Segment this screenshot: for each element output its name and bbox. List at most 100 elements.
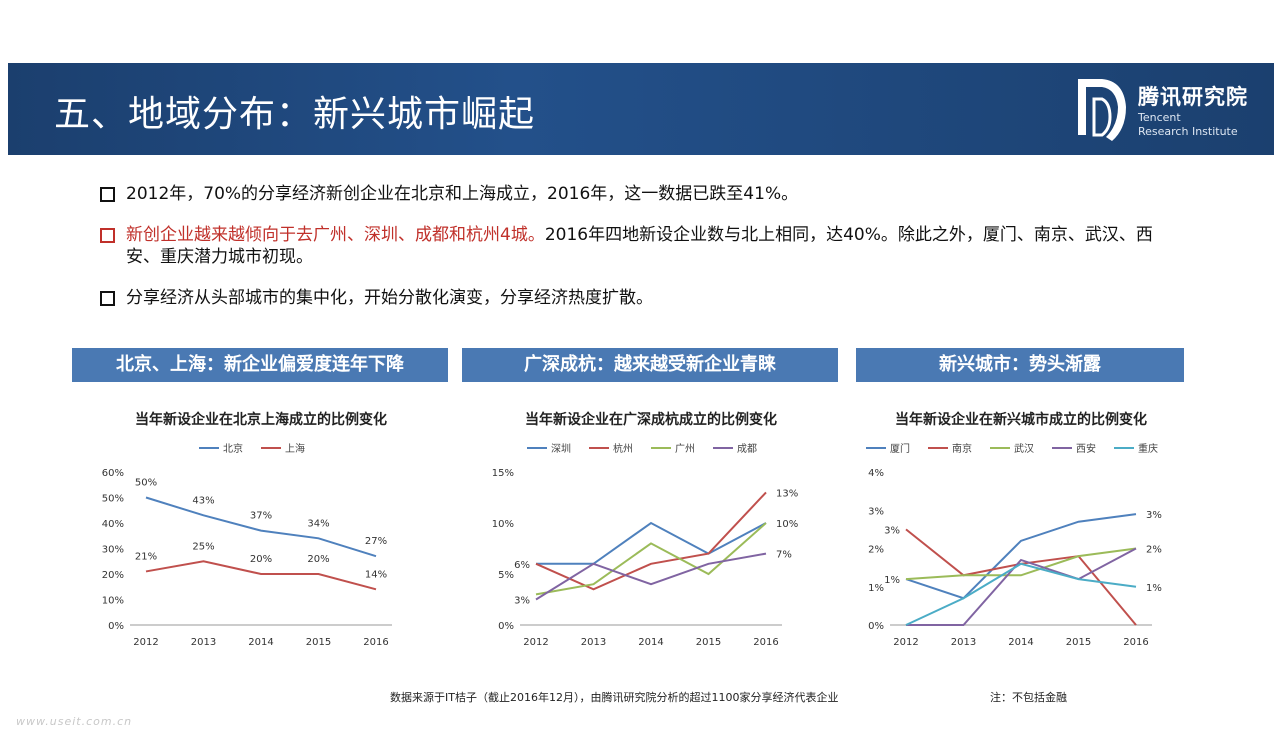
bullet-list: 2012年，70%的分享经济新创企业在北京和上海成立，2016年，这一数据已跌至…	[100, 183, 1160, 328]
y-tick-label: 5%	[498, 570, 514, 581]
x-tick-label: 2015	[696, 637, 721, 648]
x-tick-label: 2014	[638, 637, 663, 648]
legend-label: 深圳	[551, 443, 571, 455]
series-line	[145, 560, 377, 591]
legend-label: 武汉	[1014, 442, 1034, 455]
x-tick-label: 2013	[581, 637, 606, 648]
watermark: www.useit.com.cn	[16, 715, 133, 728]
y-tick-label: 4%	[868, 468, 884, 479]
y-tick-label: 20%	[102, 570, 124, 581]
y-tick-label: 10%	[492, 519, 514, 530]
chart-gz-sz-cd-hz: 当年新设企业在广深成杭成立的比例变化深圳 杭州 广州 成都 0% 5% 10% 15% 2012…	[482, 400, 822, 664]
section-header-emerging-cities: 新兴城市：势头渐露	[856, 348, 1184, 382]
data-source-note: 数据来源于IT桔子（截止2016年12月），由腾讯研究院分析的超过1100家分享…	[390, 691, 839, 704]
data-label: 27%	[365, 536, 387, 547]
legend-label: 重庆	[1138, 442, 1158, 455]
series-line	[145, 496, 377, 558]
tencent-research-logo: 腾讯研究院 Tencent Research Institute	[1072, 73, 1272, 145]
exclusion-note: 注：不包括金融	[990, 691, 1067, 704]
legend-label: 北京	[223, 442, 243, 455]
logo-en-line1: Tencent	[1138, 111, 1181, 124]
logo-cn-text: 腾讯研究院	[1138, 85, 1248, 109]
y-tick-label: 0%	[868, 621, 884, 632]
data-label: 13%	[776, 488, 798, 499]
series-line	[906, 547, 1137, 626]
bullet-2-highlight: 新创企业越来越倾向于去广州、深圳、成都和杭州4城。	[126, 225, 545, 245]
bullet-2: 新创企业越来越倾向于去广州、深圳、成都和杭州4城。2016年四地新设企业数与北上…	[100, 224, 1160, 268]
y-tick-label: 0%	[498, 621, 514, 632]
bullet-box-icon	[100, 187, 115, 202]
data-label: 3%	[514, 596, 530, 607]
x-tick-label: 2012	[133, 637, 158, 648]
x-tick-label: 2014	[248, 637, 273, 648]
data-label: 3%	[1146, 510, 1162, 521]
series-line	[536, 521, 767, 565]
y-tick-label: 0%	[108, 621, 124, 632]
chart-title: 当年新设企业在新兴城市成立的比例变化	[895, 411, 1147, 428]
bullet-3: 分享经济从头部城市的集中化，开始分散化演变，分享经济热度扩散。	[100, 287, 1160, 309]
data-label: 20%	[307, 554, 329, 565]
logo-en-line2: Research Institute	[1138, 125, 1238, 138]
series-line	[535, 552, 767, 601]
slide-title: 五、地域分布：新兴城市崛起	[54, 94, 536, 135]
x-tick-label: 2013	[191, 637, 216, 648]
data-label: 6%	[514, 560, 530, 571]
x-tick-label: 2015	[306, 637, 331, 648]
data-label: 43%	[192, 495, 214, 506]
bullet-box-icon	[100, 228, 115, 243]
data-label: 37%	[250, 511, 272, 522]
tencent-logo-icon	[1078, 79, 1126, 141]
series-line	[905, 513, 1137, 600]
y-tick-label: 15%	[492, 468, 514, 479]
section-header-beijing-shanghai: 北京、上海：新企业偏爱度连年下降	[72, 348, 448, 382]
y-tick-label: 40%	[102, 519, 124, 530]
x-tick-label: 2015	[1066, 637, 1091, 648]
series-line	[535, 491, 767, 591]
data-label: 1%	[884, 575, 900, 586]
y-tick-label: 1%	[868, 583, 884, 594]
chart-beijing-shanghai: 当年新设企业在北京上海成立的比例变化 北京 上海 0% 10% 20% 30% 40% 50% 6…	[92, 400, 432, 664]
series-line	[905, 562, 1137, 626]
legend-label: 广州	[675, 443, 695, 455]
data-label: 7%	[776, 550, 792, 561]
series-line	[905, 547, 1137, 581]
bullet-1: 2012年，70%的分享经济新创企业在北京和上海成立，2016年，这一数据已跌至…	[100, 183, 1160, 205]
x-tick-label: 2016	[753, 637, 778, 648]
y-tick-label: 50%	[102, 494, 124, 505]
x-tick-label: 2012	[893, 637, 918, 648]
x-tick-label: 2013	[951, 637, 976, 648]
legend-label: 西安	[1076, 442, 1096, 455]
slide-header: 五、地域分布：新兴城市崛起 腾讯研究院 Tencent Research Ins…	[8, 63, 1274, 155]
x-tick-label: 2012	[523, 637, 548, 648]
legend-label: 厦门	[890, 442, 910, 455]
y-tick-label: 2%	[868, 545, 884, 556]
legend-label: 上海	[285, 442, 305, 455]
y-tick-label: 60%	[102, 468, 124, 479]
bullet-box-icon	[100, 291, 115, 306]
y-tick-label: 30%	[102, 545, 124, 556]
y-tick-label: 10%	[102, 596, 124, 607]
bullet-3-text: 分享经济从头部城市的集中化，开始分散化演变，分享经济热度扩散。	[126, 288, 653, 308]
bullet-2-text: 2016年四地新设企业数与北上相同，达40%。除此之外，厦门、南京、武汉、西安、…	[126, 225, 1153, 267]
data-label: 14%	[365, 569, 387, 580]
legend-label: 成都	[737, 443, 757, 455]
legend-label: 杭州	[613, 442, 633, 455]
chart-emerging-cities: 当年新设企业在新兴城市成立的比例变化 厦门 南京 武汉 西安 重庆 0% 1% 2% 3% 4% 20…	[852, 400, 1192, 664]
data-label: 3%	[884, 525, 900, 536]
legend-label: 南京	[952, 442, 972, 455]
chart-title: 当年新设企业在广深成杭成立的比例变化	[525, 411, 777, 428]
data-label: 2%	[1146, 545, 1162, 556]
data-label: 25%	[192, 541, 214, 552]
x-tick-label: 2016	[1123, 637, 1148, 648]
data-label: 1%	[1146, 583, 1162, 594]
x-tick-label: 2016	[363, 637, 388, 648]
x-tick-label: 2014	[1008, 637, 1033, 648]
data-label: 20%	[250, 554, 272, 565]
data-label: 50%	[135, 478, 157, 489]
data-label: 34%	[307, 518, 329, 529]
y-tick-label: 3%	[868, 506, 884, 517]
series-line	[535, 522, 767, 596]
